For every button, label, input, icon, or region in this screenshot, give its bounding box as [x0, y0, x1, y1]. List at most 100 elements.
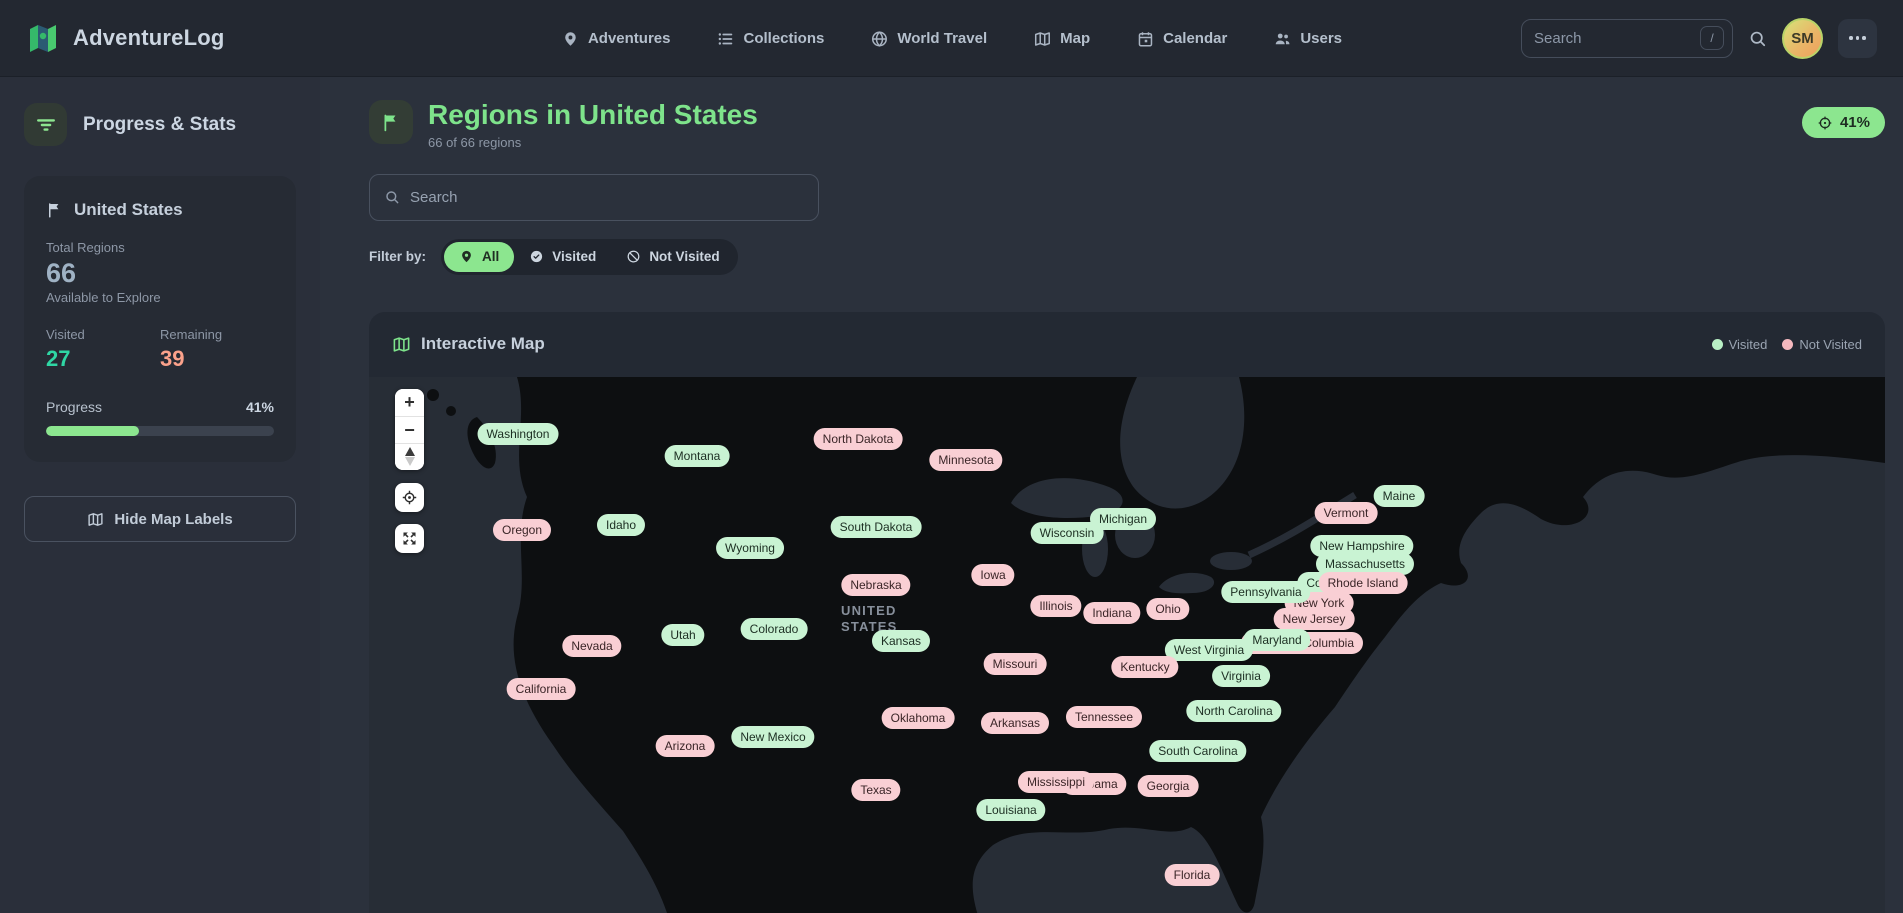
region-label-massachusetts[interactable]: Massachusetts	[1315, 552, 1415, 575]
app-logo[interactable]: AdventureLog	[26, 21, 225, 55]
compass-button[interactable]	[395, 442, 424, 470]
region-label-maine[interactable]: Maine	[1373, 484, 1425, 507]
region-label-rhode-island[interactable]: Rhode Island	[1318, 571, 1408, 594]
region-label-iowa[interactable]: Iowa	[971, 563, 1015, 586]
region-label-idaho[interactable]: Idaho	[596, 513, 646, 536]
nav-item-users[interactable]: Users	[1273, 30, 1342, 48]
page-title: Regions in United States	[428, 99, 758, 130]
region-label-minnesota[interactable]: Minnesota	[929, 448, 1003, 471]
region-label-kansas[interactable]: Kansas	[871, 629, 931, 652]
region-label-louisiana[interactable]: Louisiana	[976, 798, 1046, 821]
region-label-michigan[interactable]: Michigan	[1089, 507, 1157, 530]
geolocate-button[interactable]	[395, 482, 424, 512]
region-label-new-mexico[interactable]: New Mexico	[731, 725, 815, 748]
main-nav: Adventures Collections World Travel Map …	[561, 0, 1342, 77]
region-label-south-dakota[interactable]: South Dakota	[830, 515, 922, 538]
region-label-arkansas[interactable]: Arkansas	[980, 711, 1050, 734]
region-label-south-carolina[interactable]: South Carolina	[1149, 739, 1247, 762]
region-label-utah[interactable]: Utah	[661, 623, 705, 646]
region-label-florida[interactable]: Florida	[1164, 863, 1220, 886]
flag-icon	[49, 203, 59, 218]
filter-option-visited[interactable]: Visited	[514, 242, 611, 272]
region-search-input[interactable]	[410, 188, 804, 206]
map-icon	[393, 337, 410, 352]
region-label-arizona[interactable]: Arizona	[655, 734, 715, 757]
region-label-nevada[interactable]: Nevada	[562, 634, 622, 657]
region-label-west-virginia[interactable]: West Virginia	[1164, 638, 1254, 661]
hide-map-labels-label: Hide Map Labels	[114, 510, 233, 528]
plus-icon: +	[404, 392, 415, 413]
region-label-oregon[interactable]: Oregon	[492, 518, 552, 541]
region-label-texas[interactable]: Texas	[851, 778, 901, 801]
region-label-new-hampshire[interactable]: New Hampshire	[1310, 534, 1414, 557]
remaining-label: Remaining	[160, 327, 223, 342]
region-search	[369, 173, 819, 221]
list-icon	[718, 32, 733, 45]
country-stats-card: United States Total Regions 66 Available…	[24, 176, 296, 462]
completion-badge: 41%	[1801, 107, 1885, 138]
region-label-nebraska[interactable]: Nebraska	[841, 573, 911, 596]
region-label-north-carolina[interactable]: North Carolina	[1186, 699, 1282, 722]
filter-option-not-visited[interactable]: Not Visited	[611, 242, 734, 272]
region-label-colorado[interactable]: Colorado	[740, 617, 808, 640]
nav-item-adventures[interactable]: Adventures	[561, 30, 671, 48]
region-label-illinois[interactable]: Illinois	[1030, 594, 1082, 617]
remaining-value: 39	[160, 346, 185, 371]
filter-segmented-control: All Visited Not Visited	[441, 238, 738, 275]
region-label-california[interactable]: California	[506, 677, 576, 700]
total-regions-caption: Available to Explore	[46, 290, 161, 305]
region-label-oklahoma[interactable]: Oklahoma	[881, 706, 955, 729]
filter-lines-icon	[36, 118, 55, 131]
nav-label: World Travel	[897, 30, 988, 47]
filter-option-label: Not Visited	[649, 249, 720, 265]
locate-icon	[402, 490, 417, 505]
country-name-row: United States	[46, 200, 274, 220]
region-label-wyoming[interactable]: Wyoming	[716, 536, 784, 559]
overflow-menu-button[interactable]	[1838, 18, 1877, 58]
region-label-montana[interactable]: Montana	[664, 444, 730, 467]
hide-map-labels-button[interactable]: Hide Map Labels	[24, 496, 296, 542]
fullscreen-button[interactable]	[395, 523, 424, 553]
region-label-new-jersey[interactable]: New Jersey	[1273, 607, 1355, 630]
region-label-missouri[interactable]: Missouri	[983, 652, 1047, 675]
filter-option-all[interactable]: All	[444, 241, 515, 272]
nav-item-world-travel[interactable]: World Travel	[870, 30, 987, 48]
region-label-georgia[interactable]: Georgia	[1137, 774, 1199, 797]
zoom-in-button[interactable]: +	[395, 388, 424, 416]
slash-circle-icon	[627, 250, 640, 263]
map-card-title-row: Interactive Map	[392, 334, 545, 354]
total-regions-value: 66	[46, 258, 77, 288]
region-label-maryland[interactable]: Maryland	[1243, 628, 1311, 651]
region-label-mississippi[interactable]: Mississippi	[1017, 770, 1095, 793]
filter-option-label: Visited	[552, 249, 597, 265]
globe-icon	[871, 30, 887, 47]
map-icon	[88, 512, 103, 526]
avatar[interactable]: SM	[1782, 17, 1823, 59]
region-label-ohio[interactable]: Ohio	[1146, 597, 1190, 620]
app-title: AdventureLog	[73, 25, 225, 50]
region-label-north-dakota[interactable]: North Dakota	[813, 427, 903, 450]
nav-label: Calendar	[1163, 30, 1228, 47]
region-label-tennessee[interactable]: Tennessee	[1065, 705, 1143, 728]
region-label-virginia[interactable]: Virginia	[1212, 664, 1270, 687]
nav-item-calendar[interactable]: Calendar	[1136, 30, 1227, 48]
visited-stat: Visited 27	[46, 327, 160, 372]
global-search-input[interactable]	[1534, 29, 1700, 47]
nav-item-map[interactable]: Map	[1033, 30, 1090, 48]
zoom-out-button[interactable]: −	[395, 415, 424, 443]
minus-icon: −	[404, 419, 415, 440]
search-button[interactable]	[1748, 29, 1767, 48]
filter-by-label: Filter by:	[369, 249, 427, 265]
users-icon	[1275, 33, 1290, 44]
region-label-washington[interactable]: Washington	[477, 422, 559, 445]
progress-bar	[46, 426, 274, 436]
region-label-pennsylvania[interactable]: Pennsylvania	[1221, 580, 1311, 603]
region-label-wisconsin[interactable]: Wisconsin	[1030, 521, 1104, 544]
nav-item-collections[interactable]: Collections	[717, 30, 824, 48]
search-icon	[386, 191, 399, 204]
interactive-map[interactable]: UNITED STATES Washington North Dakota Mont…	[369, 376, 1885, 913]
region-label-indiana[interactable]: Indiana	[1083, 601, 1141, 624]
navbar: AdventureLog Adventures Collections Worl…	[0, 0, 1903, 77]
region-label-vermont[interactable]: Vermont	[1314, 501, 1378, 524]
region-label-kentucky[interactable]: Kentucky	[1111, 655, 1179, 678]
